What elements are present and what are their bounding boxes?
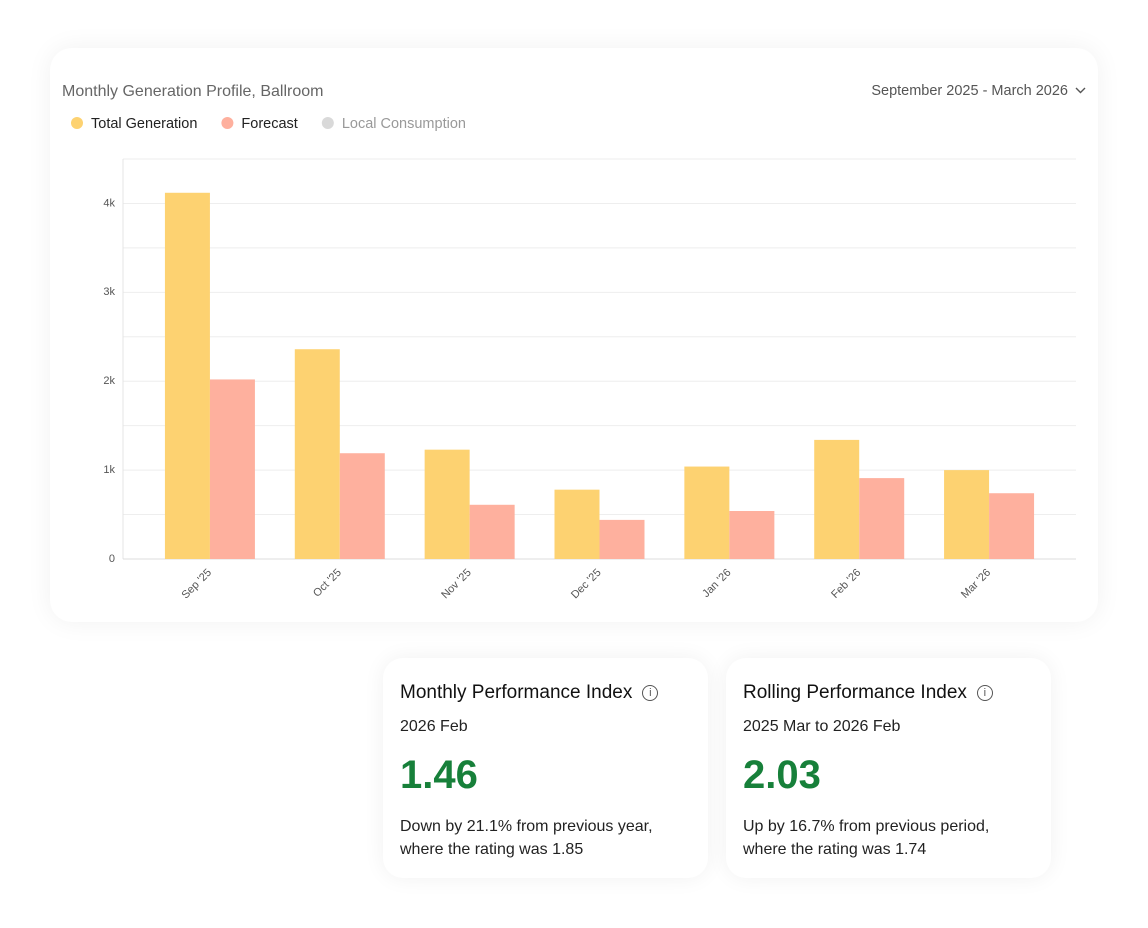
bar <box>164 192 210 559</box>
legend-label: Local Consumption <box>342 116 466 132</box>
bar <box>859 478 905 559</box>
card-value: 1.46 <box>400 753 478 797</box>
bar <box>684 466 730 559</box>
x-tick-label: Sep '25 <box>179 567 214 602</box>
x-tick-label: Dec '25 <box>569 567 604 602</box>
y-tick-label: 4k <box>103 197 115 209</box>
bar <box>469 504 515 559</box>
info-icon[interactable]: i <box>976 685 993 701</box>
y-tick-label: 0 <box>109 553 115 565</box>
bar <box>339 453 385 559</box>
card: Rolling Performance Index i 2025 Mar to 2… <box>726 658 1051 878</box>
bar <box>989 493 1035 559</box>
x-tick-label: Nov '25 <box>439 567 474 602</box>
card-title-row: Monthly Performance Index i <box>400 682 659 704</box>
x-tick-label: Oct '25 <box>311 567 344 600</box>
card-period: 2025 Mar to 2026 Feb <box>743 718 901 735</box>
chart: Monthly Generation Profile, Ballroom Sep… <box>62 83 1086 602</box>
chart-title: Monthly Generation Profile, Ballroom <box>62 83 323 100</box>
card-description: Up by 16.7% from previous period, where t… <box>743 815 989 861</box>
info-icon[interactable]: i <box>642 685 659 701</box>
y-tick-label: 1k <box>103 464 115 476</box>
bar <box>209 379 255 559</box>
bar <box>554 489 600 559</box>
card: Monthly Performance Index i 2026 Feb 1.46… <box>383 658 708 878</box>
y-tick-label: 2k <box>103 375 115 387</box>
line: Down by 21.1% from previous year, <box>400 818 653 835</box>
card-period: 2026 Feb <box>400 718 468 735</box>
legend-label: Forecast <box>241 116 297 132</box>
line: where the rating was 1.85 <box>400 841 584 858</box>
legend-label: Total Generation <box>91 116 197 132</box>
card-description: Down by 21.1% from previous year, where t… <box>400 815 653 861</box>
date-range[interactable]: September 2025 - March 2026 <box>871 83 1068 99</box>
legend-swatch <box>221 117 234 129</box>
x-tick-label: Feb '26 <box>829 567 863 601</box>
line: where the rating was 1.74 <box>743 841 927 858</box>
bar <box>599 519 645 559</box>
legend-swatch <box>71 117 83 129</box>
bar <box>814 439 860 559</box>
bar <box>944 470 990 559</box>
y-tick-label: 3k <box>103 286 115 298</box>
card-title: Monthly Performance Index <box>400 682 633 703</box>
card-title-row: Rolling Performance Index i <box>743 682 993 704</box>
bar <box>294 349 340 559</box>
card-title: Rolling Performance Index <box>743 682 967 703</box>
card-value: 2.03 <box>743 753 821 797</box>
bar <box>729 511 775 559</box>
chevron[interactable] <box>1075 87 1086 94</box>
x-tick-label: Mar '26 <box>959 567 993 601</box>
legend-swatch <box>321 117 334 129</box>
x-tick-label: Jan '26 <box>700 567 733 600</box>
bar <box>424 449 470 559</box>
line: Up by 16.7% from previous period, <box>743 818 990 835</box>
